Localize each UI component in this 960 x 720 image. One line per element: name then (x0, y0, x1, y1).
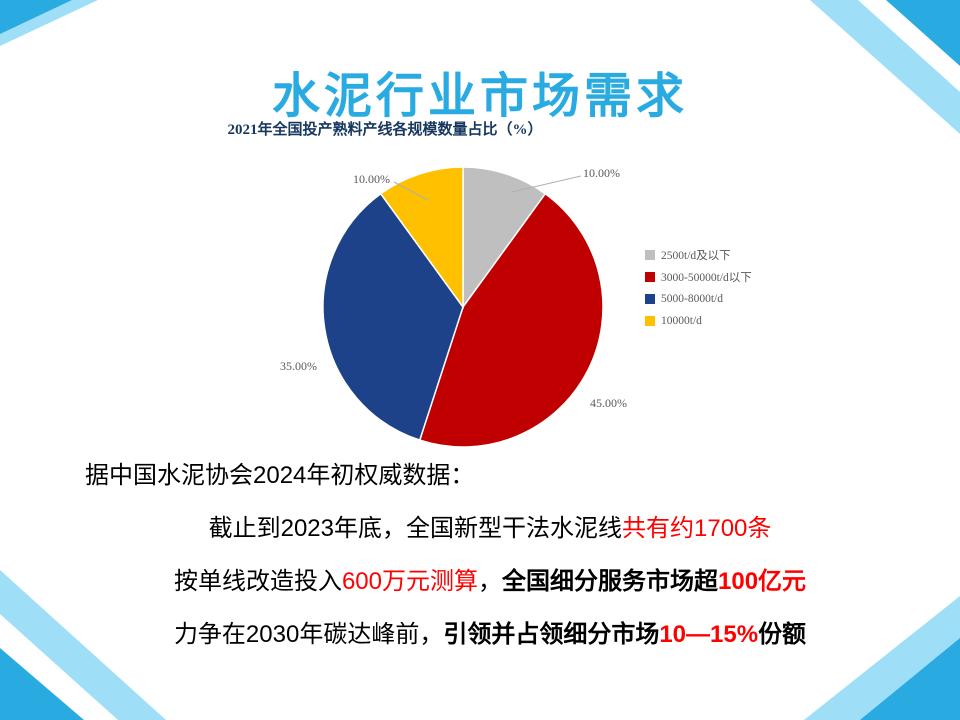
legend-swatch (645, 249, 655, 260)
statements-block: 据中国水泥协会2024年初权威数据： 截止到2023年底，全国新型干法水泥线共有… (85, 464, 895, 676)
chart-title: 2021年全国投产熟料产线各规模数量占比（%） (227, 122, 543, 138)
corner-triangle-bottom-left-dark (0, 648, 84, 720)
pie-label-10000: 10.00% (353, 172, 390, 186)
legend-item: 5000-8000t/d (645, 292, 752, 305)
statement-text: 力争在2030年碳达峰前， (173, 621, 444, 648)
pie-slice (462, 166, 547, 310)
statement-highlight: 600万元测算 (341, 568, 478, 595)
page-title: 水泥行业市场需求 (271, 70, 688, 123)
pie-chart (322, 166, 604, 448)
corner-triangle-top-left-light (0, 0, 98, 46)
legend-label: 10000t/d (661, 314, 702, 327)
statement-line-4: 力争在2030年碳达峰前，引领并占领细分市场10—15%份额 (85, 623, 895, 647)
corner-triangle-top-left-dark (0, 0, 72, 34)
statement-text: 截止到2023年底，全国新型干法水泥线 (208, 515, 622, 542)
statement-line-2: 截止到2023年底，全国新型干法水泥线共有约1700条 (85, 517, 895, 541)
pie-slice (418, 192, 604, 448)
chart-legend: 2500t/d及以下 3000-50000t/d以下 5000-8000t/d … (645, 248, 752, 336)
legend-item: 2500t/d及以下 (645, 248, 752, 262)
statement-bold-text: 份额 (758, 621, 807, 648)
statement-highlight: 共有约1700条 (622, 515, 772, 542)
legend-item: 10000t/d (645, 314, 752, 327)
statement-bold-text: 全国细分服务市场超 (502, 568, 718, 595)
pie-slice (379, 166, 464, 310)
legend-swatch (645, 271, 655, 282)
legend-label: 5000-8000t/d (661, 292, 723, 305)
legend-swatch (645, 315, 655, 326)
pie-label-3000: 45.00% (590, 396, 627, 410)
legend-item: 3000-50000t/d以下 (645, 270, 752, 284)
pie-slice (322, 192, 464, 442)
statement-highlight: 10—15% (659, 621, 759, 648)
statement-text: 按单线改造投入 (173, 568, 342, 595)
pie-label-5000: 35.00% (280, 359, 317, 373)
statement-highlight: 100亿元 (718, 568, 807, 595)
statement-text: ， (478, 568, 502, 595)
legend-label: 2500t/d及以下 (661, 249, 731, 262)
pie-label-2500: 10.00% (583, 166, 620, 180)
statement-intro: 据中国水泥协会2024年初权威数据： (85, 462, 475, 489)
legend-swatch (645, 293, 655, 304)
legend-label: 3000-50000t/d以下 (661, 271, 752, 284)
pie-chart-region: 2021年全国投产熟料产线各规模数量占比（%） 10.00% 10.00% 35… (140, 112, 830, 457)
statement-bold-text: 引领并占领细分市场 (443, 621, 660, 648)
statement-line-3: 按单线改造投入600万元测算，全国细分服务市场超100亿元 (85, 570, 895, 594)
